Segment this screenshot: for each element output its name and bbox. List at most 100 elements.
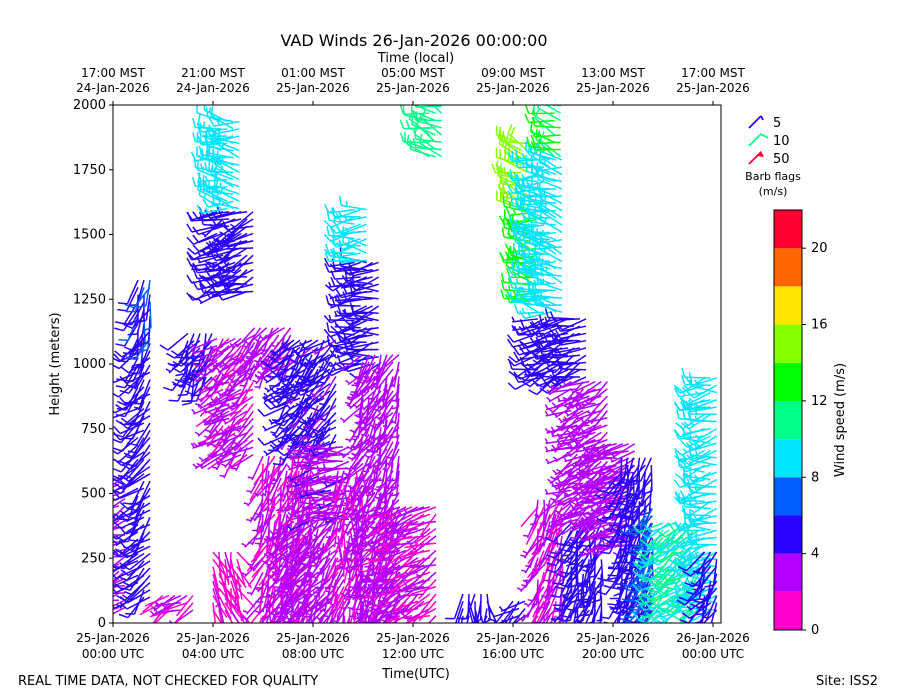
- barb-half: [89, 611, 93, 614]
- barb-half: [377, 629, 382, 630]
- barb-staff: [259, 492, 264, 519]
- barb-full: [122, 464, 131, 471]
- barb-full: [204, 268, 211, 278]
- barb-half: [298, 624, 303, 626]
- barb-staff: [200, 333, 213, 358]
- barb-full: [204, 181, 209, 192]
- barb-half: [242, 609, 249, 614]
- barb-half: [390, 399, 397, 402]
- barb-full: [184, 390, 194, 396]
- barb-staff: [214, 140, 240, 152]
- barb-full: [184, 375, 194, 382]
- barb-half: [197, 403, 203, 409]
- barb-half: [311, 575, 318, 579]
- barb-staff: [202, 333, 207, 360]
- wind-barb: [121, 582, 151, 601]
- barb-full: [202, 198, 209, 208]
- barb-half: [360, 617, 366, 620]
- barb-half: [340, 606, 346, 609]
- barb-staff: [236, 327, 256, 348]
- barb-full: [123, 437, 133, 440]
- wind-barb: [299, 615, 307, 623]
- wind-barb: [234, 580, 238, 608]
- wind-barb: [123, 458, 151, 480]
- barb-staff: [367, 615, 370, 623]
- barb-half: [286, 464, 291, 470]
- barb-half: [303, 435, 309, 439]
- wind-barb: [288, 535, 307, 559]
- barb-staff: [145, 294, 151, 321]
- barb-staff: [201, 186, 228, 191]
- barb-full: [113, 549, 121, 558]
- barb-half: [220, 626, 225, 629]
- barb-staff: [203, 218, 230, 222]
- barb-full: [115, 413, 126, 418]
- barb-full: [269, 386, 277, 395]
- x-axis-label: Time(UTC): [381, 667, 450, 682]
- barb-full: [117, 575, 128, 582]
- barb-half: [335, 527, 341, 530]
- wind-barb: [196, 204, 228, 214]
- barb-half: [263, 392, 269, 398]
- barb-staff: [227, 225, 254, 231]
- barb-full: [203, 162, 209, 172]
- barb-half: [305, 546, 312, 550]
- barb-staff: [206, 425, 224, 447]
- barb-staff: [135, 444, 151, 467]
- barb-half: [166, 625, 171, 627]
- barb-half: [219, 453, 225, 458]
- wind-barb: [254, 521, 270, 546]
- barb-staff: [261, 356, 286, 371]
- barb-staff: [239, 341, 256, 365]
- barb-staff: [291, 455, 306, 479]
- barb-full: [272, 462, 283, 466]
- wind-barb: [113, 534, 126, 536]
- wind-barb: [261, 615, 264, 623]
- barb-half: [334, 529, 340, 532]
- wind-barb: [117, 279, 139, 305]
- barb-half: [211, 386, 218, 390]
- wind-barb: [204, 261, 236, 272]
- barb-half: [302, 425, 309, 429]
- barb-staff: [148, 316, 151, 343]
- barb-half: [198, 456, 204, 462]
- barb-full: [114, 583, 123, 591]
- wind-barb: [269, 542, 295, 559]
- barb-staff: [374, 622, 375, 623]
- wind-barb: [208, 117, 240, 127]
- wind-barb: [184, 376, 213, 396]
- barb-staff: [131, 301, 145, 326]
- barb-staff: [224, 410, 248, 425]
- barb-staff: [265, 615, 270, 623]
- barb-staff: [270, 557, 288, 579]
- barb-half: [282, 575, 288, 581]
- wind-barb: [230, 559, 237, 585]
- barb-half: [236, 379, 243, 383]
- barb-half: [345, 438, 351, 442]
- wind-barb: [281, 615, 288, 623]
- wind-barb: [303, 586, 325, 608]
- barb-full: [325, 295, 330, 305]
- barb-staff: [224, 573, 227, 600]
- barb-staff: [230, 395, 254, 412]
- barb-full: [120, 587, 131, 591]
- barb-half: [306, 612, 312, 617]
- wind-barb: [268, 622, 269, 623]
- barb-half: [95, 530, 99, 533]
- barb-half: [205, 131, 209, 137]
- barb-half: [154, 607, 158, 614]
- barb-staff: [227, 269, 248, 288]
- barb-half: [212, 466, 218, 470]
- wind-barb: [242, 593, 264, 615]
- barb-staff: [228, 388, 254, 399]
- barb-staff: [122, 308, 139, 332]
- wind-barb: [270, 607, 295, 623]
- barb-staff: [207, 116, 234, 123]
- barb-half: [277, 606, 283, 610]
- barb-staff: [219, 359, 236, 382]
- barb-staff: [214, 367, 236, 385]
- wind-barb: [203, 417, 224, 440]
- barb-full: [286, 435, 296, 441]
- barb-half: [87, 596, 90, 600]
- barb-half: [283, 620, 290, 623]
